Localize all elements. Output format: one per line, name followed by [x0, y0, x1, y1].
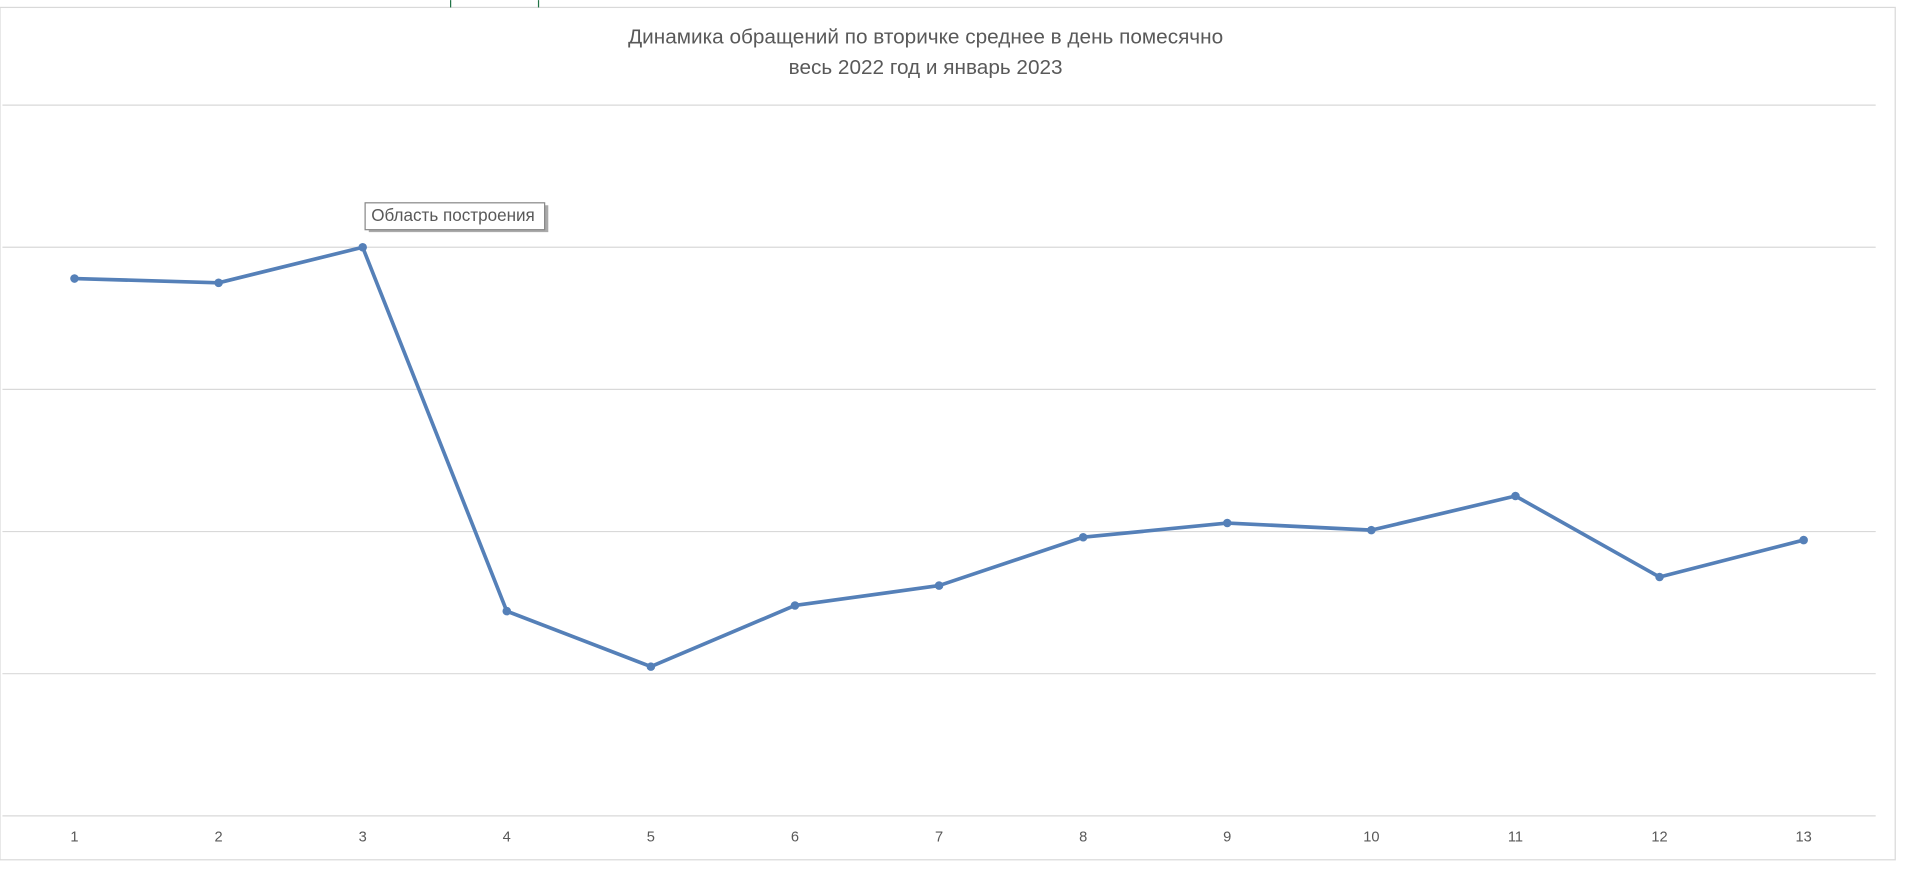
data-point: [1222, 518, 1232, 528]
x-tick-label: 10: [1363, 830, 1379, 846]
x-tick-label: 11: [1508, 830, 1523, 846]
tooltip: Область построения: [364, 202, 549, 233]
data-point: [790, 601, 800, 610]
data-point: [502, 606, 512, 616]
plot-area[interactable]: 1 2 3 4 5 6 7 8 9 10 11 12 13: [2, 104, 1876, 846]
data-point: [70, 274, 79, 283]
x-tick-label: 3: [359, 830, 367, 846]
data-point: [1655, 572, 1664, 582]
chart-area[interactable]: [0, 6, 1896, 861]
x-tick-label: 1: [70, 830, 78, 846]
data-point: [1799, 535, 1808, 545]
x-tick-label: 2: [215, 830, 223, 846]
data-point: [934, 581, 944, 590]
data-point: [358, 242, 367, 252]
x-tick-label: 5: [647, 830, 655, 846]
chart-subtitle: весь 2022 год и январь 2023: [789, 56, 1063, 79]
x-tick-label: 12: [1651, 830, 1667, 846]
x-tick-label: 9: [1223, 830, 1231, 846]
x-tick-label: 13: [1795, 830, 1811, 846]
chart-title: Динамика обращений по вторичке среднее в…: [628, 25, 1223, 48]
data-point: [1078, 532, 1088, 542]
data-point: [214, 278, 223, 288]
tooltip-text: Область построения: [371, 206, 535, 225]
x-tick-label: 6: [791, 830, 799, 846]
tooltip-box: [364, 202, 546, 231]
x-tick-label: 8: [1079, 830, 1087, 846]
x-tick-label: 7: [935, 830, 943, 846]
x-tick-label: 4: [503, 830, 511, 846]
data-point: [646, 662, 656, 671]
data-point: [1367, 525, 1376, 535]
data-point: [1511, 491, 1520, 501]
